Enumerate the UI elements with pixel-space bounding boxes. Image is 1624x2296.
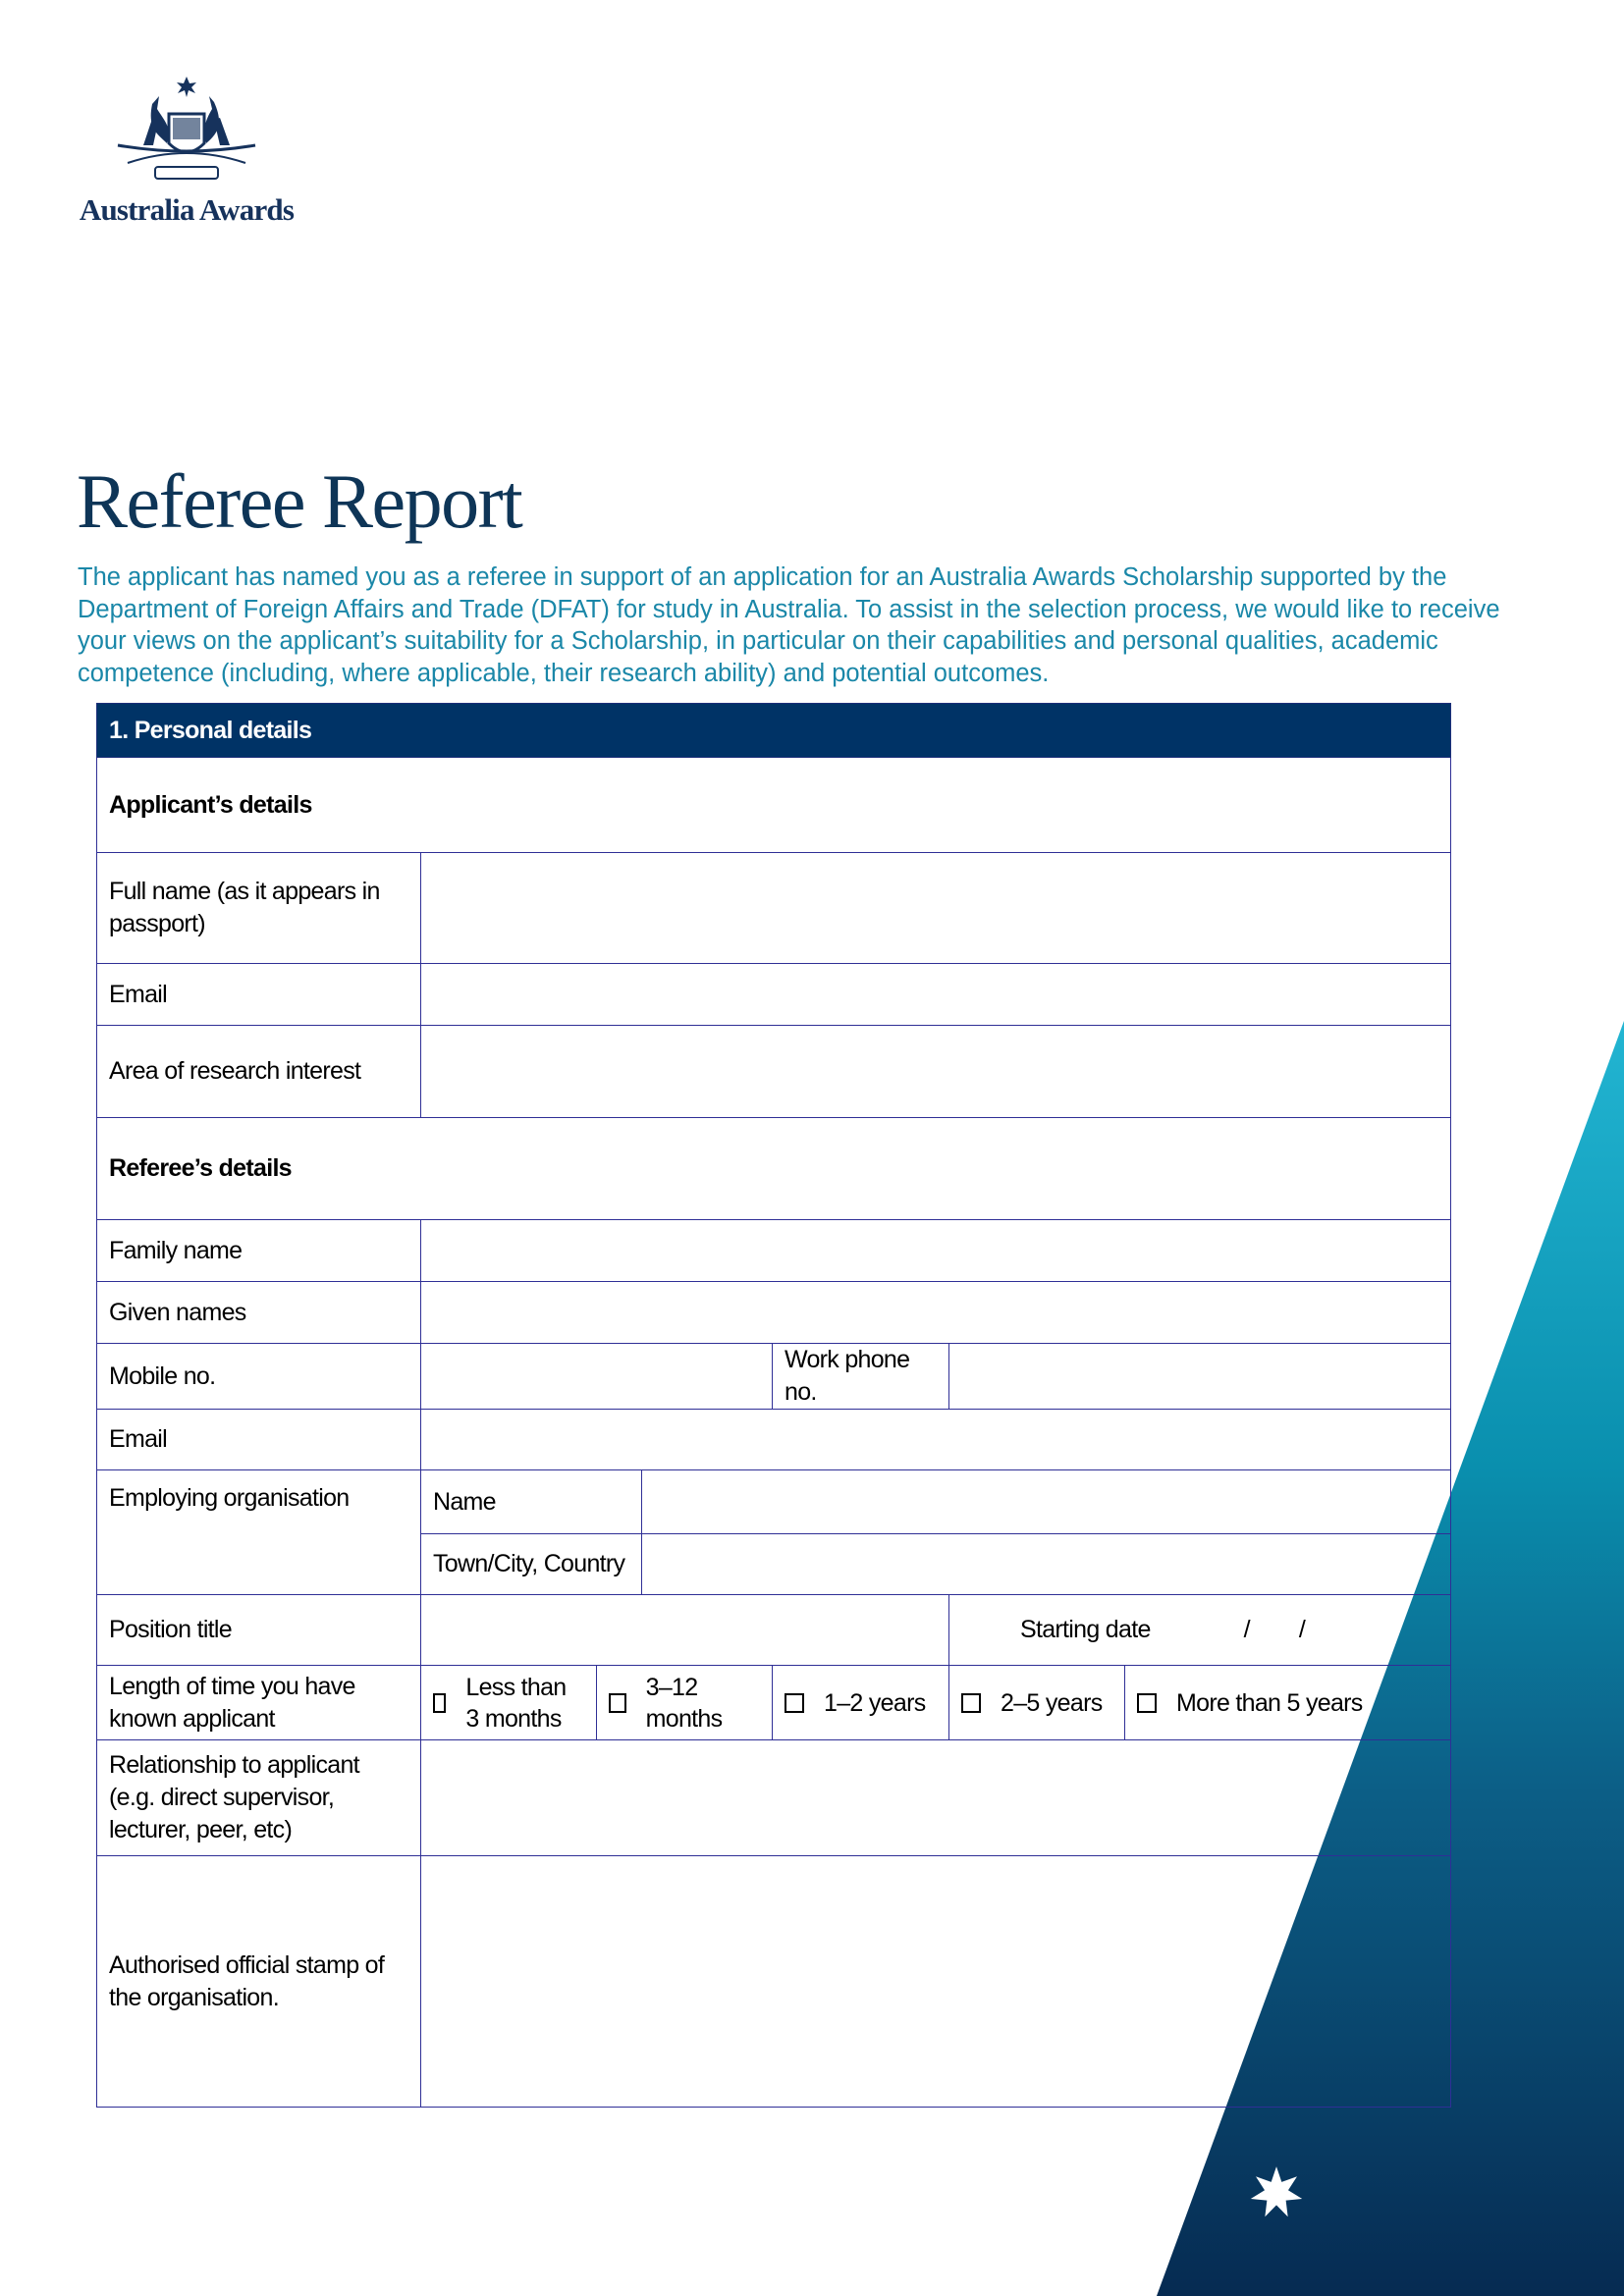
coat-of-arms-icon	[117, 77, 256, 180]
position-label: Position title	[96, 1594, 421, 1666]
checkbox[interactable]	[785, 1692, 804, 1713]
section-header: 1. Personal details	[95, 703, 1452, 758]
research-field[interactable]	[419, 1025, 1452, 1118]
checkbox[interactable]	[961, 1692, 981, 1713]
given-names-field[interactable]	[419, 1281, 1452, 1344]
work-phone-field[interactable]	[947, 1343, 1452, 1410]
full-name-field[interactable]	[419, 852, 1452, 964]
employing-label: Employing organisation	[96, 1469, 421, 1595]
relationship-label: Relationship to applicant (e.g. direct s…	[96, 1739, 421, 1856]
applicant-email-field[interactable]	[419, 963, 1452, 1026]
checkbox[interactable]	[1137, 1692, 1157, 1713]
relationship-field[interactable]	[419, 1739, 1452, 1856]
work-phone-label: Work phone no.	[772, 1343, 949, 1410]
referee-details-heading: Referee’s details	[95, 1117, 1452, 1220]
commonwealth-star-icon	[1250, 2166, 1303, 2217]
family-name-label: Family name	[96, 1219, 421, 1282]
starting-date-field[interactable]: Starting date / /	[947, 1594, 1452, 1666]
checkbox[interactable]	[433, 1692, 447, 1713]
applicant-email-label: Email	[96, 963, 421, 1026]
given-names-label: Given names	[96, 1281, 421, 1344]
length-label: Length of time you have known applicant	[96, 1665, 421, 1740]
brand-name: Australia Awards	[79, 192, 295, 227]
referee-email-field[interactable]	[419, 1409, 1452, 1470]
mobile-field[interactable]	[420, 1343, 773, 1410]
org-name-label: Name	[420, 1469, 642, 1534]
starting-date-label: Starting date	[1020, 1616, 1151, 1643]
checkbox[interactable]	[609, 1692, 626, 1713]
mobile-label: Mobile no.	[96, 1343, 421, 1410]
full-name-label: Full name (as it appears in passport)	[96, 852, 421, 964]
page-title: Referee Report	[77, 458, 523, 544]
option-more-than-5-years[interactable]: More than 5 years	[1123, 1665, 1452, 1740]
option-2-5-years[interactable]: 2–5 years	[948, 1665, 1125, 1740]
option-3-12-months[interactable]: 3–12 months	[596, 1665, 773, 1740]
date-separators: / /	[1243, 1616, 1306, 1643]
option-1-2-years[interactable]: 1–2 years	[772, 1665, 949, 1740]
family-name-field[interactable]	[419, 1219, 1452, 1282]
personal-details-form: 1. Personal details Applicant’s details …	[95, 703, 1452, 2108]
referee-email-label: Email	[96, 1409, 421, 1470]
org-name-field[interactable]	[640, 1469, 1452, 1534]
org-town-field[interactable]	[640, 1533, 1452, 1595]
org-town-label: Town/City, Country	[420, 1533, 642, 1595]
option-less-than-3-months[interactable]: Less than 3 months	[420, 1665, 597, 1740]
stamp-label: Authorised official stamp of the organis…	[96, 1855, 421, 2108]
australia-awards-logo: Australia Awards	[78, 75, 296, 232]
position-field[interactable]	[420, 1594, 949, 1666]
applicant-details-heading: Applicant’s details	[95, 757, 1452, 853]
intro-paragraph: The applicant has named you as a referee…	[78, 563, 1500, 687]
research-label: Area of research interest	[96, 1025, 421, 1118]
stamp-field[interactable]	[419, 1855, 1452, 2108]
